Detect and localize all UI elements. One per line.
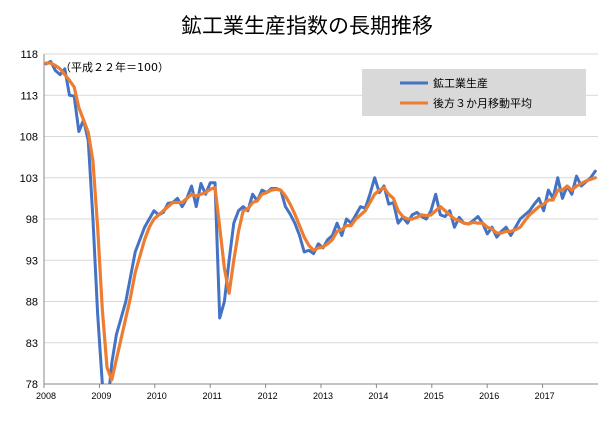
y-tick-label-1: 83 bbox=[26, 338, 38, 350]
x-tick-label-2: 2010 bbox=[147, 391, 167, 401]
x-tick-label-3: 2011 bbox=[203, 391, 222, 401]
chart-title: 鉱工業生産指数の長期推移 bbox=[181, 14, 433, 38]
legend-label-1: 後方３か月移動平均 bbox=[433, 96, 532, 110]
series-line-0 bbox=[44, 59, 597, 384]
y-tick-label-3: 93 bbox=[26, 255, 38, 267]
x-tick-label-6: 2014 bbox=[368, 391, 388, 401]
x-tick-label-8: 2016 bbox=[479, 391, 499, 401]
y-tick-label-2: 88 bbox=[26, 297, 38, 309]
y-tick-label-4: 98 bbox=[26, 214, 38, 226]
y-tick-label-8: 118 bbox=[20, 49, 38, 61]
x-tick-label-5: 2013 bbox=[313, 391, 333, 401]
y-tick-label-5: 103 bbox=[20, 173, 38, 185]
x-tick-label-9: 2017 bbox=[535, 391, 555, 401]
legend-label-0: 鉱工業生産 bbox=[433, 76, 488, 90]
chart-note: （平成２２年＝100） bbox=[60, 60, 169, 74]
legend-box bbox=[362, 69, 586, 116]
y-tick-label-6: 108 bbox=[20, 132, 38, 144]
y-tick-label-0: 78 bbox=[26, 379, 38, 391]
x-tick-label-4: 2012 bbox=[258, 391, 278, 401]
series-line-1 bbox=[44, 61, 597, 382]
x-tick-label-0: 2008 bbox=[36, 391, 56, 401]
x-tick-label-1: 2009 bbox=[91, 391, 111, 401]
x-tick-label-7: 2015 bbox=[424, 391, 444, 401]
y-tick-label-7: 113 bbox=[20, 90, 38, 102]
